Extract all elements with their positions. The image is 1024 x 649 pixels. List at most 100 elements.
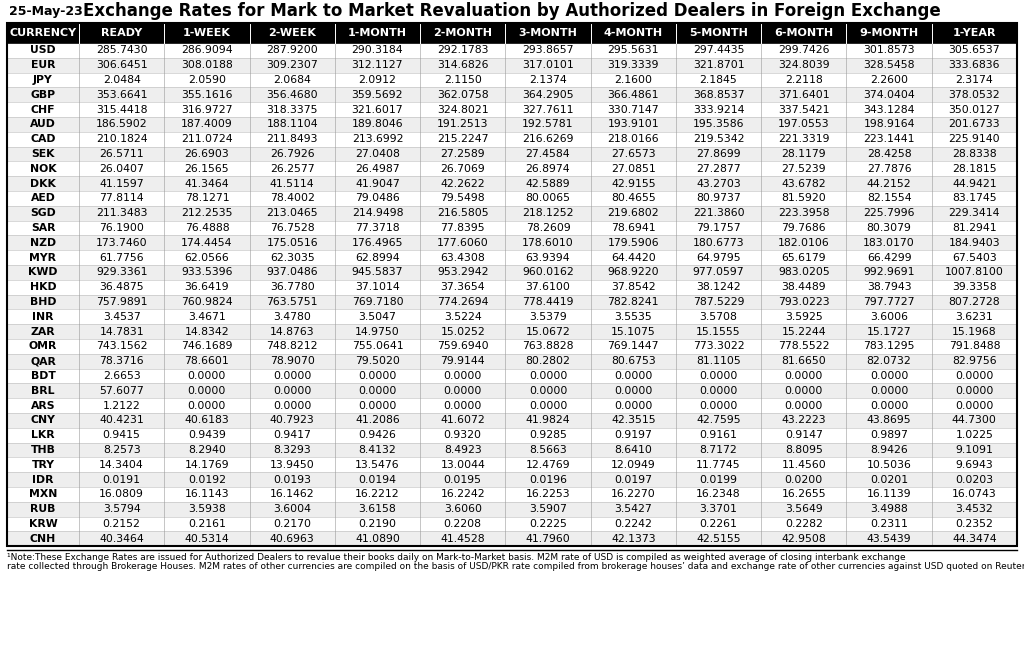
Text: 793.0223: 793.0223 xyxy=(778,297,829,307)
Text: 2.0912: 2.0912 xyxy=(358,75,396,85)
Text: GBP: GBP xyxy=(31,90,55,100)
Text: 327.7611: 327.7611 xyxy=(522,104,573,115)
Text: 44.7300: 44.7300 xyxy=(952,415,996,425)
Text: 374.0404: 374.0404 xyxy=(863,90,915,100)
Text: 41.7960: 41.7960 xyxy=(525,533,570,544)
Text: 3.5907: 3.5907 xyxy=(529,504,567,514)
Text: 748.8212: 748.8212 xyxy=(266,341,317,351)
Text: 186.5902: 186.5902 xyxy=(96,119,147,129)
Text: 769.7180: 769.7180 xyxy=(351,297,403,307)
Text: 79.5498: 79.5498 xyxy=(440,193,485,203)
Text: 176.4965: 176.4965 xyxy=(351,238,403,248)
Text: rate collected through Brokerage Houses. M2M rates of other currencies are compi: rate collected through Brokerage Houses.… xyxy=(7,562,1024,571)
Text: 16.1462: 16.1462 xyxy=(270,489,314,499)
Text: 3.4537: 3.4537 xyxy=(102,312,140,322)
Text: 0.0196: 0.0196 xyxy=(529,474,567,485)
Text: 287.9200: 287.9200 xyxy=(266,45,318,55)
Text: 0.0000: 0.0000 xyxy=(784,400,823,411)
Text: 1.2122: 1.2122 xyxy=(102,400,140,411)
Text: 38.4489: 38.4489 xyxy=(781,282,826,292)
Text: 189.8046: 189.8046 xyxy=(351,119,403,129)
Text: 343.1284: 343.1284 xyxy=(863,104,914,115)
Text: 79.5020: 79.5020 xyxy=(355,356,400,366)
Text: 3.3701: 3.3701 xyxy=(699,504,737,514)
Text: 219.6802: 219.6802 xyxy=(607,208,659,218)
Text: 80.6753: 80.6753 xyxy=(611,356,655,366)
Text: 5-MONTH: 5-MONTH xyxy=(689,28,748,38)
Text: 364.2905: 364.2905 xyxy=(522,90,573,100)
Text: 0.0000: 0.0000 xyxy=(273,371,311,381)
Text: 0.9415: 0.9415 xyxy=(102,430,140,440)
Text: 67.5403: 67.5403 xyxy=(952,252,996,263)
Text: THB: THB xyxy=(31,445,55,455)
Text: 1-MONTH: 1-MONTH xyxy=(348,28,407,38)
Text: 769.1447: 769.1447 xyxy=(607,341,659,351)
Text: MYR: MYR xyxy=(30,252,56,263)
Text: 15.0252: 15.0252 xyxy=(440,326,485,337)
Text: 211.0724: 211.0724 xyxy=(181,134,232,144)
Bar xyxy=(7,23,1017,43)
Text: 0.0000: 0.0000 xyxy=(273,400,311,411)
Text: 937.0486: 937.0486 xyxy=(266,267,318,277)
Text: 0.0000: 0.0000 xyxy=(955,371,993,381)
Text: 356.4680: 356.4680 xyxy=(266,90,318,100)
Text: 27.8699: 27.8699 xyxy=(696,149,740,159)
Text: 25-May-23: 25-May-23 xyxy=(9,5,83,18)
Text: 26.8974: 26.8974 xyxy=(525,164,570,174)
Text: 299.7426: 299.7426 xyxy=(778,45,829,55)
Text: 78.1271: 78.1271 xyxy=(184,193,229,203)
Text: 0.0000: 0.0000 xyxy=(699,386,737,396)
Text: 41.0890: 41.0890 xyxy=(355,533,400,544)
Text: 787.5229: 787.5229 xyxy=(693,297,744,307)
Text: 0.9285: 0.9285 xyxy=(529,430,567,440)
Text: SEK: SEK xyxy=(32,149,54,159)
Text: 187.4009: 187.4009 xyxy=(181,119,232,129)
Text: 3.4532: 3.4532 xyxy=(955,504,993,514)
Text: 0.2242: 0.2242 xyxy=(614,519,652,529)
Text: 324.8039: 324.8039 xyxy=(778,60,829,70)
Text: 62.8994: 62.8994 xyxy=(355,252,399,263)
Bar xyxy=(7,354,1017,369)
Text: 28.1179: 28.1179 xyxy=(781,149,826,159)
Text: 223.1441: 223.1441 xyxy=(863,134,914,144)
Text: 175.0516: 175.0516 xyxy=(266,238,318,248)
Text: 0.0000: 0.0000 xyxy=(358,386,396,396)
Text: 8.3293: 8.3293 xyxy=(273,445,311,455)
Text: KRW: KRW xyxy=(29,519,57,529)
Text: 26.5711: 26.5711 xyxy=(99,149,144,159)
Text: 315.4418: 315.4418 xyxy=(96,104,147,115)
Text: 26.6903: 26.6903 xyxy=(184,149,229,159)
Text: 211.3483: 211.3483 xyxy=(96,208,147,218)
Text: 2.0484: 2.0484 xyxy=(102,75,140,85)
Text: 16.2655: 16.2655 xyxy=(781,489,826,499)
Text: 191.2513: 191.2513 xyxy=(437,119,488,129)
Bar xyxy=(7,428,1017,443)
Text: 2-WEEK: 2-WEEK xyxy=(268,28,316,38)
Text: 3.6004: 3.6004 xyxy=(273,504,311,514)
Text: 28.8338: 28.8338 xyxy=(952,149,996,159)
Text: 0.0000: 0.0000 xyxy=(358,371,396,381)
Text: 43.2223: 43.2223 xyxy=(781,415,826,425)
Text: 216.5805: 216.5805 xyxy=(437,208,488,218)
Text: CAD: CAD xyxy=(31,134,55,144)
Text: 378.0532: 378.0532 xyxy=(948,90,1000,100)
Text: 2.0684: 2.0684 xyxy=(273,75,311,85)
Text: 0.0191: 0.0191 xyxy=(102,474,140,485)
Text: 3.5047: 3.5047 xyxy=(358,312,396,322)
Bar xyxy=(7,176,1017,191)
Text: 65.6179: 65.6179 xyxy=(781,252,826,263)
Bar xyxy=(7,310,1017,324)
Bar xyxy=(7,221,1017,236)
Text: 308.0188: 308.0188 xyxy=(181,60,232,70)
Text: 61.7756: 61.7756 xyxy=(99,252,144,263)
Text: 218.1252: 218.1252 xyxy=(522,208,573,218)
Text: 0.2225: 0.2225 xyxy=(529,519,567,529)
Text: 79.9144: 79.9144 xyxy=(440,356,485,366)
Text: 297.4435: 297.4435 xyxy=(693,45,744,55)
Text: 3.5427: 3.5427 xyxy=(614,504,652,514)
Text: 9.1091: 9.1091 xyxy=(955,445,993,455)
Text: NZD: NZD xyxy=(30,238,56,248)
Text: 2.0590: 2.0590 xyxy=(188,75,226,85)
Bar xyxy=(7,102,1017,117)
Text: 2.1845: 2.1845 xyxy=(699,75,737,85)
